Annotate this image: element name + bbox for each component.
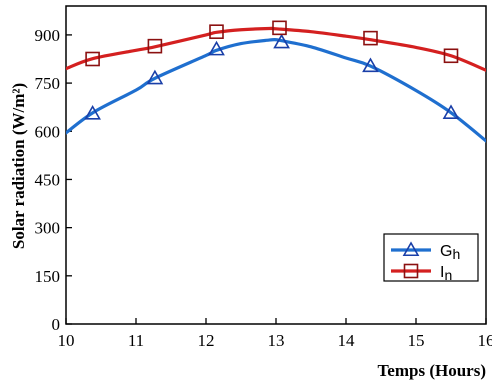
x-tick-label: 10 [58,331,75,350]
marker-layer [84,20,460,120]
y-tick-label: 450 [35,170,61,189]
legend-label-Gh: Gh [440,243,460,262]
legend-marker-In [403,263,419,279]
data-point-Gh [273,33,290,49]
data-point-In [147,38,163,54]
x-tick-label: 13 [268,331,285,350]
data-point-In [85,51,100,67]
legend-marker-Gh [402,241,420,257]
x-axis: 10 11 12 13 14 15 16 [58,318,492,350]
y-tick-label: 750 [35,74,61,93]
data-point-In [272,20,287,36]
legend: Gh In [383,233,479,283]
data-point-In [209,24,224,39]
x-tick-label: 12 [198,331,215,350]
data-point-Gh [146,69,164,85]
y-tick-label: 150 [35,267,61,286]
y-tick-label: 900 [35,26,61,45]
x-tick-label: 11 [128,331,144,350]
y-tick-label: 300 [35,219,61,238]
x-axis-title: Temps (Hours) [378,361,486,380]
x-tick-label: 16 [478,331,492,350]
y-axis: 0 150 300 450 600 750 900 [35,26,72,334]
data-point-In [363,30,378,46]
data-point-Gh [362,57,379,73]
data-point-In [443,48,459,64]
x-tick-label: 15 [408,331,425,350]
y-axis-title: Solar radiation (W/m²) [9,83,28,249]
y-tick-label: 0 [52,315,61,334]
series-line-Gh [66,38,486,143]
data-point-Gh [208,40,225,56]
legend-box [383,233,479,282]
series-line-In [66,26,486,72]
y-tick-label: 600 [35,122,61,141]
legend-label-In: In [440,264,452,283]
x-tick-label: 14 [338,331,356,350]
data-point-Gh [84,104,101,120]
series-layer [66,26,486,143]
data-point-Gh [442,104,460,120]
